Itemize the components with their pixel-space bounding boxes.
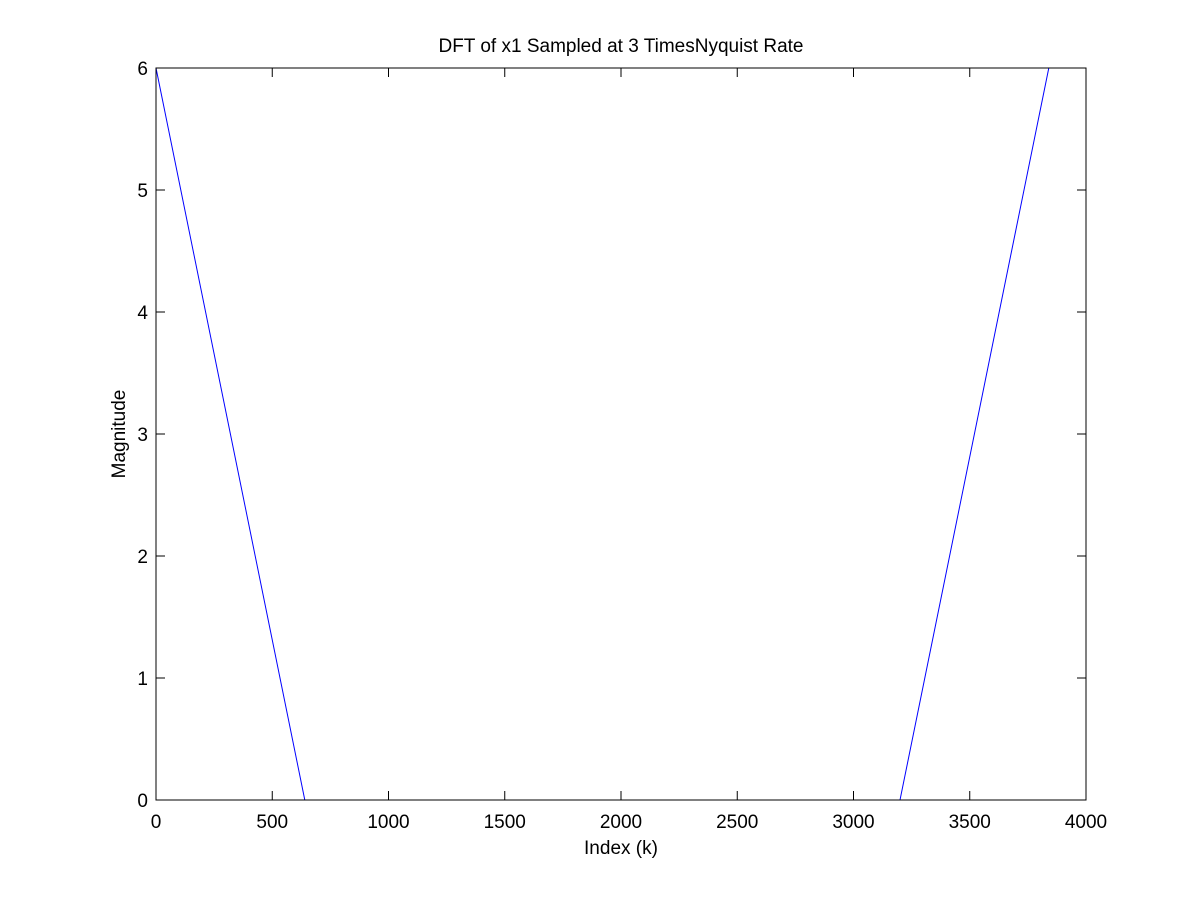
y-axis-title: Magnitude (109, 390, 130, 479)
y-tick-label: 4 (137, 303, 148, 324)
y-tick-label: 6 (137, 59, 148, 80)
y-tick-label: 5 (137, 181, 148, 202)
x-tick-label: 2500 (716, 812, 758, 833)
x-tick-label: 1000 (367, 812, 409, 833)
x-tick-label: 3500 (949, 812, 991, 833)
y-tick-label: 0 (137, 791, 148, 812)
axes-box (155, 67, 1087, 801)
x-axis-title: Index (k) (584, 838, 658, 859)
x-tick-label: 4000 (1065, 812, 1107, 833)
chart-title: DFT of x1 Sampled at 3 TimesNyquist Rate (438, 36, 803, 57)
y-tick-label: 3 (137, 425, 148, 446)
y-tick-label: 1 (137, 669, 148, 690)
plot-area (156, 68, 1086, 800)
x-tick-label: 1500 (484, 812, 526, 833)
x-tick-label: 500 (256, 812, 288, 833)
x-tick-label: 0 (151, 812, 162, 833)
y-tick-label: 2 (137, 547, 148, 568)
x-tick-label: 3000 (832, 812, 874, 833)
x-tick-label: 2000 (600, 812, 642, 833)
labels-layer: 0 500 1000 1500 2000 2500 3000 3500 4000 0 1 2 3 4 5 6 (137, 59, 1107, 833)
